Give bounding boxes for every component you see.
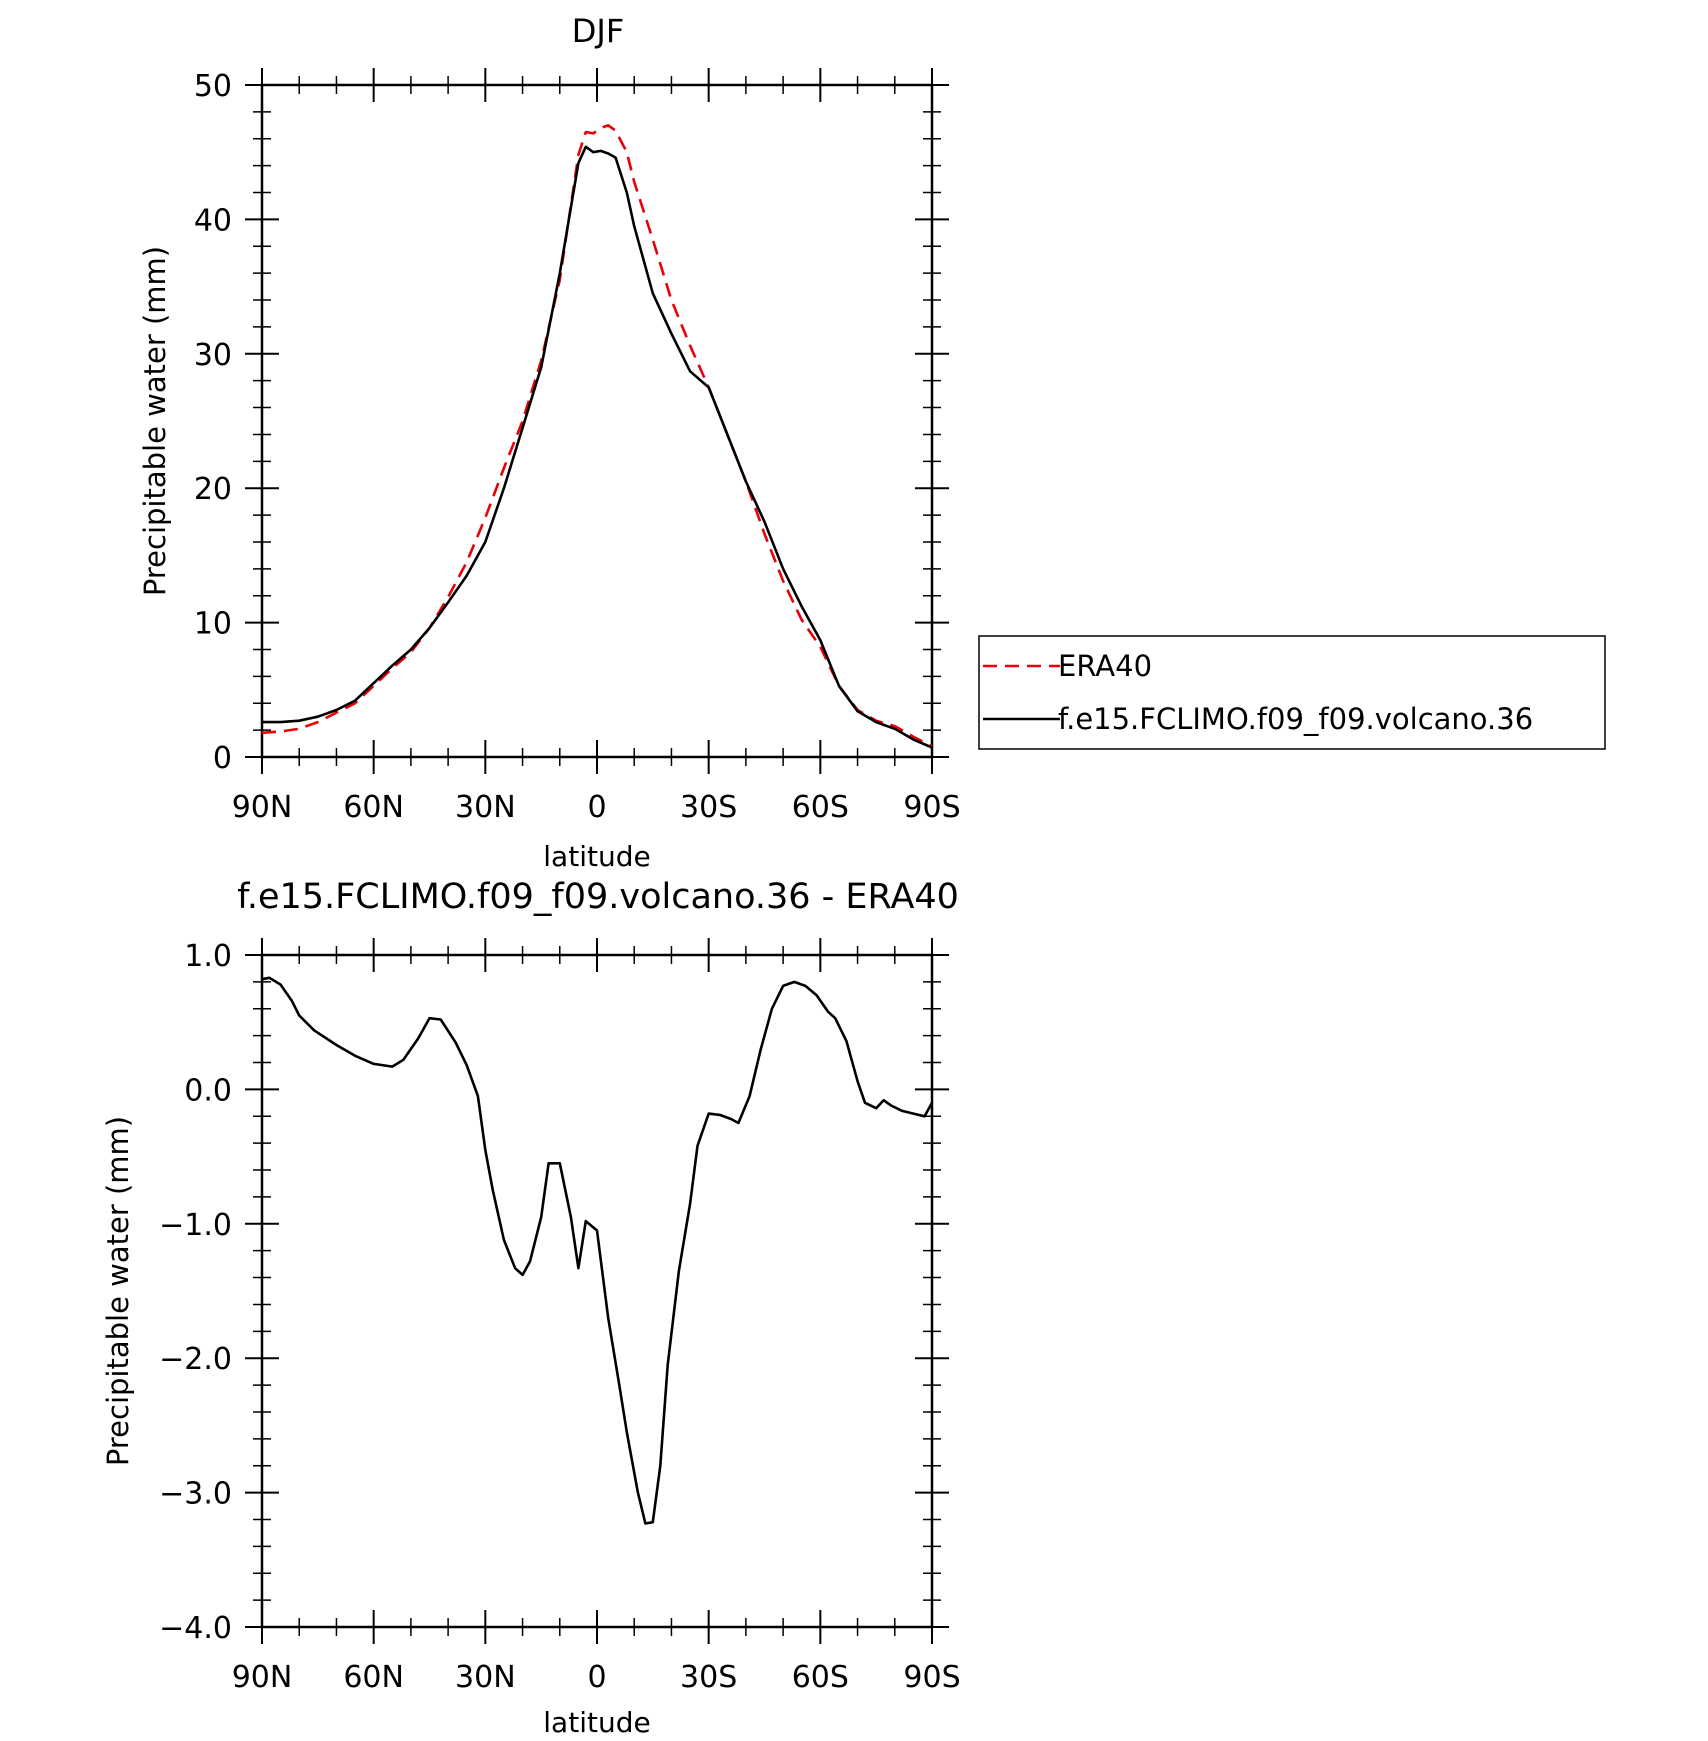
top-chart-title: DJF bbox=[572, 12, 624, 50]
x-tick-label: 60S bbox=[792, 1660, 849, 1695]
top-series bbox=[261, 124, 933, 749]
bottom-plot-frame bbox=[260, 953, 934, 1629]
x-tick-label: 30S bbox=[680, 1660, 737, 1695]
top-plot-frame bbox=[260, 83, 934, 759]
legend-label-model: f.e15.FCLIMO.f09_f09.volcano.36 bbox=[1058, 702, 1533, 736]
y-tick-label: −2.0 bbox=[159, 1342, 232, 1377]
bottom-x-axis-label: latitude bbox=[543, 1706, 650, 1739]
bottom-y-axis-label: Precipitable water (mm) bbox=[101, 1116, 135, 1466]
x-tick-label: 30S bbox=[680, 790, 737, 825]
bottom-series bbox=[261, 976, 934, 1525]
y-tick-label: 20 bbox=[194, 472, 232, 507]
x-tick-label: 90N bbox=[232, 790, 293, 825]
x-tick-label: 60S bbox=[792, 790, 849, 825]
difference-panel: f.e15.FCLIMO.f09_f09.volcano.36 - ERA40 … bbox=[101, 877, 961, 1739]
x-tick-label: 90S bbox=[903, 790, 960, 825]
legend: ERA40 f.e15.FCLIMO.f09_f09.volcano.36 bbox=[978, 635, 1606, 750]
zonal-mean-panel: DJF 0 10 20 30 40 50 90N 60N 30N 0 30S 60S 90S Prec… bbox=[138, 12, 1606, 873]
x-tick-label: 60N bbox=[343, 790, 404, 825]
series-line-model bbox=[262, 145, 933, 749]
x-tick-label: 90N bbox=[232, 1660, 293, 1695]
y-tick-label: 1.0 bbox=[184, 939, 232, 974]
top-x-axis-label: latitude bbox=[543, 840, 650, 873]
legend-box bbox=[978, 635, 1606, 750]
y-tick-label: −1.0 bbox=[159, 1208, 232, 1243]
y-tick-label: 50 bbox=[194, 69, 232, 104]
x-tick-label: 30N bbox=[455, 790, 516, 825]
x-tick-label: 30N bbox=[455, 1660, 516, 1695]
series-line-era40 bbox=[261, 124, 933, 748]
y-tick-label: 30 bbox=[194, 338, 232, 373]
y-tick-label: −4.0 bbox=[159, 1611, 232, 1646]
y-tick-label: 0.0 bbox=[184, 1073, 232, 1108]
bottom-chart-title: f.e15.FCLIMO.f09_f09.volcano.36 - ERA40 bbox=[237, 877, 959, 917]
x-tick-label: 0 bbox=[587, 1660, 606, 1695]
series-line-difference bbox=[261, 976, 934, 1525]
bottom-x-ticks: 90N 60N 30N 0 30S 60S 90S bbox=[232, 938, 961, 1695]
x-tick-label: 90S bbox=[903, 1660, 960, 1695]
top-y-axis-label: Precipitable water (mm) bbox=[138, 246, 172, 596]
bottom-y-ticks: −4.0 −3.0 −2.0 −1.0 0.0 1.0 bbox=[159, 939, 949, 1646]
top-y-ticks: 0 10 20 30 40 50 bbox=[194, 69, 949, 776]
top-x-ticks: 90N 60N 30N 0 30S 60S 90S bbox=[232, 68, 961, 825]
x-tick-label: 60N bbox=[343, 1660, 404, 1695]
y-tick-label: −3.0 bbox=[159, 1477, 232, 1512]
x-tick-label: 0 bbox=[587, 790, 606, 825]
y-tick-label: 10 bbox=[194, 607, 232, 642]
y-tick-label: 40 bbox=[194, 203, 232, 238]
legend-label-era40: ERA40 bbox=[1058, 649, 1152, 683]
y-tick-label: 0 bbox=[213, 741, 232, 776]
